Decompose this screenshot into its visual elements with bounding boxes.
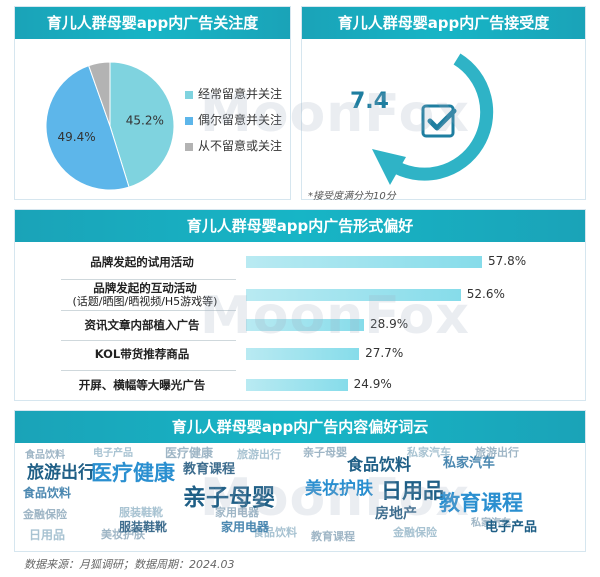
legend-swatch-never (185, 142, 193, 151)
wc-word-travel: 旅游出行 (27, 463, 95, 483)
wc-word-clothing: 服装鞋靴 (119, 520, 168, 534)
wc-bg-word: 美妆护肤 (101, 528, 145, 541)
wc-word-beauty: 美妆护肤 (305, 479, 373, 499)
wc-word-realestate: 房地产 (375, 506, 417, 522)
wc-word-daily: 日用品 (381, 479, 444, 503)
attention-pie-chart: 45.2% 49.4% (45, 61, 175, 191)
legend-swatch-often (185, 90, 193, 99)
wc-word-food: 食品饮料 (23, 486, 72, 500)
pie-value-label: 49.4% (58, 130, 96, 144)
bar-category-label: 品牌发起的互动活动 (话题/晒图/晒视频/H5游戏等) (72, 281, 218, 308)
wc-word-education-2: 教育课程 (439, 491, 523, 515)
legend-sometimes: 偶尔留意并关注 (185, 111, 282, 128)
bar (246, 348, 360, 360)
wc-word-appliance: 家用电器 (221, 520, 270, 534)
acceptance-title: 育儿人群母婴app内广告接受度 (302, 7, 585, 39)
row-divider (61, 339, 236, 341)
circular-arrow-icon (372, 53, 494, 185)
attention-panel: 育儿人群母婴app内广告关注度 45.2% 49.4% 经常留意并关注 偶尔留意并… (14, 6, 291, 200)
row-divider (61, 369, 236, 371)
legend-often: 经常留意并关注 (185, 85, 282, 102)
content-title: 育儿人群母婴app内广告内容偏好词云 (15, 411, 585, 443)
pie-value-label: 45.2% (126, 114, 164, 128)
format-panel: 育儿人群母婴app内广告形式偏好 品牌发起的试用活动 57.8% 品牌发起的互动活动… (14, 209, 586, 401)
wc-word-education: 教育课程 (183, 462, 236, 477)
bar-category-label: KOL带货推荐商品 (94, 347, 190, 361)
bar (246, 379, 348, 391)
wc-bg-word: 私家汽车 (407, 446, 451, 459)
pie-slice-never (88, 61, 111, 127)
legend-label-often: 经常留意并关注 (198, 87, 283, 101)
acceptance-note: *接受度满分为10分 (308, 191, 396, 202)
acceptance-panel: 育儿人群母婴app内广告接受度 7.4 *接受度满分为10分 (301, 6, 586, 202)
wc-bg-word: 食品饮料 (253, 526, 297, 539)
wc-bg-word: 家用电器 (215, 506, 259, 519)
wc-bg-word: 私家汽车 (471, 518, 511, 529)
bar (246, 319, 364, 331)
bar-category-label: 开屏、横幅等大曝光广告 (78, 378, 206, 392)
bar-value-label: 28.9% (370, 317, 409, 331)
wc-word-electronics: 电子产品 (485, 520, 538, 535)
format-title: 育儿人群母婴app内广告形式偏好 (15, 210, 585, 242)
wc-bg-word: 旅游出行 (475, 446, 519, 459)
legend-label-sometimes: 偶尔留意并关注 (198, 113, 283, 127)
bar (246, 256, 482, 268)
wc-bg-word: 金融保险 (393, 526, 437, 539)
format-bar-chart: 品牌发起的试用活动 57.8% 品牌发起的互动活动 (话题/晒图/晒视频/H5游戏等)… (15, 242, 587, 402)
word-cloud: 食品饮料 电子产品 医疗健康 旅游出行 亲子母婴 私家汽车 旅游出行 金融保险 … (15, 443, 585, 551)
row-divider (61, 278, 236, 280)
wc-bg-word: 旅游出行 (237, 448, 281, 461)
wc-bg-word: 金融保险 (23, 508, 67, 521)
content-panel: 育儿人群母婴app内广告内容偏好词云 食品饮料 电子产品 医疗健康 旅游出行 亲… (14, 410, 586, 552)
wc-bg-word: 电子产品 (93, 448, 133, 459)
wc-word-food-2: 食品饮料 (347, 455, 412, 474)
wc-bg-word: 亲子母婴 (303, 446, 347, 459)
wc-bg-word: 食品饮料 (25, 450, 65, 461)
bar-category-label: 资讯文章内部植入广告 (84, 318, 200, 332)
legend-label-never: 从不留意或关注 (198, 139, 283, 153)
bar (246, 289, 461, 301)
legend-never: 从不留意或关注 (185, 137, 282, 154)
wc-bg-word: 日用品 (29, 528, 66, 542)
wc-bg-word: 教育课程 (311, 530, 355, 543)
acceptance-score: 7.4 (350, 89, 389, 114)
data-source: 数据来源：月狐调研；数据周期：2024.03 (24, 558, 235, 571)
wc-bg-word: 服装鞋靴 (119, 506, 163, 519)
checkbox-icon (421, 104, 457, 138)
bar-value-label: 57.8% (488, 254, 527, 268)
bar-value-label: 27.7% (365, 346, 404, 360)
bar-value-label: 24.9% (353, 377, 392, 391)
pie-slice-sometimes (45, 65, 130, 191)
wc-word-parent: 亲子母婴 (183, 485, 275, 511)
bar-category-label: 品牌发起的试用活动 (90, 255, 194, 269)
bar-value-label: 52.6% (466, 287, 505, 301)
wc-word-medical: 医疗健康 (91, 461, 175, 485)
legend-swatch-sometimes (185, 116, 193, 125)
row-divider (61, 310, 236, 311)
pie-slice-often (109, 61, 175, 188)
wc-word-car: 私家汽车 (443, 456, 496, 471)
attention-title: 育儿人群母婴app内广告关注度 (15, 7, 290, 39)
wc-bg-word: 医疗健康 (165, 446, 214, 460)
